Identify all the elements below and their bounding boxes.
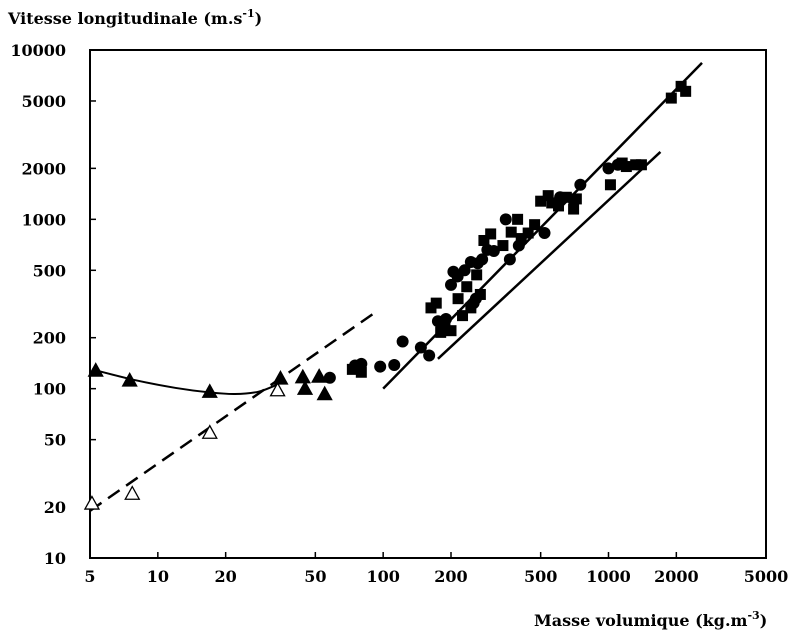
triangle-filled-point xyxy=(201,383,218,398)
square-point xyxy=(478,234,490,246)
triangle-open-point xyxy=(269,381,286,397)
dashed-fit-line xyxy=(89,309,379,512)
square-point xyxy=(474,288,486,300)
y-tick-label: 1000 xyxy=(21,210,66,229)
y-tick-label: 5000 xyxy=(21,92,66,111)
y-tick-label: 10000 xyxy=(10,41,66,60)
square-point xyxy=(497,240,509,252)
y-tick-label: 100 xyxy=(33,380,66,399)
square-point xyxy=(430,297,442,309)
circle-point xyxy=(499,213,512,226)
triangle-filled-point xyxy=(272,370,289,385)
square-point xyxy=(512,213,524,225)
triangle-open-point xyxy=(124,485,141,500)
circle-point xyxy=(423,349,436,362)
fit-line xyxy=(382,61,703,390)
square-point xyxy=(465,302,477,314)
y-tick-label: 500 xyxy=(33,261,66,280)
x-axis-title: Masse volumique (kg.m-3) xyxy=(534,609,767,630)
circle-point xyxy=(388,358,401,371)
square-point xyxy=(522,227,534,239)
square-point xyxy=(680,85,692,97)
square-point xyxy=(546,197,558,209)
square-point xyxy=(439,318,451,330)
circle-point xyxy=(503,253,516,266)
square-point xyxy=(568,203,580,215)
circle-point xyxy=(487,245,500,258)
square-point xyxy=(505,226,517,238)
x-tick-label: 5000 xyxy=(744,567,789,586)
square-point xyxy=(560,191,572,203)
triangle-filled-point xyxy=(294,368,311,384)
circle-point xyxy=(323,371,336,384)
x-tick-label: 50 xyxy=(304,567,326,586)
circle-point xyxy=(414,341,427,354)
square-point xyxy=(515,233,527,245)
circle-point xyxy=(396,335,409,348)
square-point xyxy=(457,310,469,322)
triangle-open-point xyxy=(201,424,218,439)
circle-point xyxy=(574,178,587,191)
square-point xyxy=(570,193,582,205)
trend-lines xyxy=(89,61,703,512)
square-point xyxy=(535,195,547,207)
triangle-open-point xyxy=(83,495,101,510)
square-point xyxy=(542,190,554,202)
fit-curve xyxy=(91,368,278,396)
axis-ticks: 5 10 20 50 100 200 500 1000 2000 5000 10 20 50 100 200… xyxy=(10,41,788,586)
square-point xyxy=(452,293,464,305)
data-points xyxy=(83,80,692,510)
triangle-filled-point xyxy=(316,385,333,401)
square-point xyxy=(553,200,565,212)
square-point xyxy=(604,179,616,191)
circle-point xyxy=(444,278,457,291)
fit-line xyxy=(437,151,662,360)
square-point xyxy=(620,161,632,173)
circle-point xyxy=(476,253,489,266)
square-point xyxy=(355,366,367,378)
x-tick-label: 20 xyxy=(215,567,237,586)
circle-point xyxy=(602,162,615,175)
square-point xyxy=(630,159,642,171)
x-tick-label: 10 xyxy=(147,567,169,586)
x-tick-label: 2000 xyxy=(654,567,699,586)
triangle-filled-point xyxy=(296,380,314,395)
x-tick-label: 1000 xyxy=(586,567,631,586)
y-tick-label: 200 xyxy=(33,329,66,348)
x-tick-label: 5 xyxy=(84,567,95,586)
square-point xyxy=(471,269,483,281)
x-tick-label: 100 xyxy=(366,567,399,586)
y-tick-label: 50 xyxy=(44,431,66,450)
square-point xyxy=(635,159,647,171)
triangle-filled-point xyxy=(87,362,104,377)
square-point xyxy=(461,281,473,293)
x-tick-label: 200 xyxy=(434,567,467,586)
circle-point xyxy=(538,227,551,240)
y-tick-label: 20 xyxy=(44,498,66,517)
square-point xyxy=(665,92,677,104)
square-point xyxy=(445,325,457,337)
square-point xyxy=(485,228,497,240)
x-tick-label: 500 xyxy=(524,567,557,586)
triangle-filled-point xyxy=(121,371,138,387)
plot-frame xyxy=(89,49,767,559)
y-tick-label: 10 xyxy=(44,549,66,568)
circle-point xyxy=(374,360,387,373)
triangle-filled-point xyxy=(311,368,328,383)
y-axis-title: Vitesse longitudinale (m.s-1) xyxy=(7,7,262,28)
square-point xyxy=(346,363,358,375)
y-tick-label: 2000 xyxy=(21,159,66,178)
square-point xyxy=(529,219,541,231)
square-point xyxy=(435,326,447,338)
circle-point xyxy=(458,264,471,277)
